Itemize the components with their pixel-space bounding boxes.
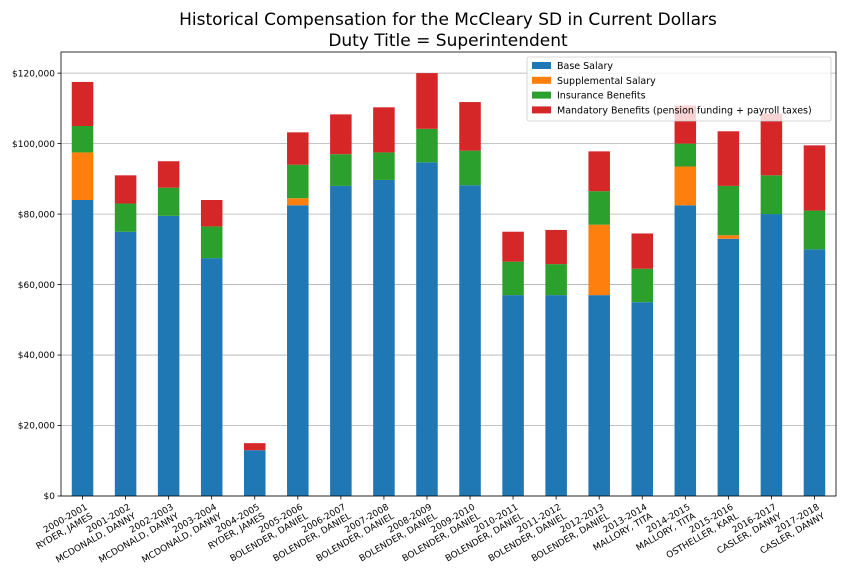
bar-segment — [674, 143, 697, 167]
bar-segment — [674, 166, 697, 206]
bar-segment — [717, 238, 740, 496]
gridlines — [61, 72, 836, 497]
bar-segment — [330, 154, 352, 186]
legend-swatch — [532, 62, 551, 69]
bar-segment — [545, 295, 567, 496]
bar-segment — [200, 258, 223, 496]
bar-segment — [717, 131, 740, 186]
bar-segment — [459, 185, 481, 496]
legend-box — [526, 56, 832, 122]
legend: Base Salary Supplemental Salary Insurance … — [526, 56, 832, 122]
bar-segment — [373, 152, 395, 180]
chart-title-line-1: Historical Compensation for the McCleary… — [179, 10, 717, 30]
bar-segment — [114, 231, 137, 496]
axes — [60, 51, 837, 497]
bar-segment — [545, 264, 567, 296]
bar-segment — [803, 210, 826, 250]
bar-segment — [502, 261, 524, 296]
bar-segment — [71, 200, 94, 496]
bar-segment — [760, 113, 783, 176]
bar-segment — [631, 268, 654, 303]
bar-segment — [631, 302, 654, 496]
y-axis-ticks: $0 $20,000 $40,000 $60,000 $80,000 $100,000 $1… — [12, 69, 61, 502]
plot-frame — [60, 51, 837, 497]
bar-segment — [157, 187, 180, 216]
chart-title-line-2: Duty Title = Superintendent — [328, 31, 568, 51]
bar-segment — [157, 215, 180, 496]
bar-segment — [588, 295, 610, 496]
bar-segment — [114, 175, 137, 204]
bar-segment — [243, 443, 266, 451]
bar-segment — [416, 73, 438, 129]
bar-segment — [631, 233, 654, 269]
bar-segment — [502, 231, 524, 262]
bar-segment — [373, 179, 395, 496]
legend-swatch — [532, 76, 551, 84]
bar-segment — [459, 102, 481, 151]
bar-segment — [803, 249, 826, 496]
bar-segment — [287, 164, 309, 199]
bar-segment — [760, 214, 783, 496]
bar-segment — [71, 81, 94, 126]
bar-segment — [717, 235, 740, 239]
bar-segment — [588, 191, 610, 225]
bar-segment — [330, 185, 352, 496]
y-tick-label: $20,000 — [18, 422, 55, 432]
bar-segment — [200, 200, 223, 227]
y-tick-label: $100,000 — [12, 140, 55, 150]
bar-segment — [373, 107, 395, 153]
bar-segment — [803, 145, 826, 211]
bar-segment — [760, 175, 783, 215]
bar-segment — [545, 229, 567, 265]
legend-label: Insurance Benefits — [557, 91, 646, 102]
bar-segment — [287, 198, 309, 206]
bar-segment — [71, 126, 94, 153]
bar-segment — [717, 185, 740, 236]
bar-segment — [588, 224, 610, 296]
y-tick-label: $40,000 — [18, 351, 55, 361]
bar-segment — [416, 128, 438, 163]
y-tick-label: $80,000 — [18, 210, 55, 220]
bar-segment — [330, 114, 352, 155]
bar-segment — [416, 162, 438, 497]
bar-segment — [674, 205, 697, 497]
bar-segment — [157, 161, 180, 188]
y-tick-label: $60,000 — [18, 281, 55, 291]
bar-segment — [459, 150, 481, 186]
y-tick-label: $0 — [44, 492, 56, 502]
legend-label: Base Salary — [557, 61, 613, 72]
legend-swatch — [532, 91, 551, 99]
bar-segment — [287, 132, 309, 165]
bar-segment — [114, 203, 137, 232]
legend-swatch — [532, 106, 551, 114]
bar-segment — [71, 152, 94, 200]
bar-segment — [200, 226, 223, 259]
bar-segment — [502, 295, 524, 496]
legend-label: Mandatory Benefits (pension funding + pa… — [557, 105, 812, 116]
bar-segment — [243, 450, 266, 496]
legend-label: Supplemental Salary — [557, 76, 656, 87]
bar-segment — [287, 205, 309, 497]
y-tick-label: $120,000 — [12, 69, 55, 79]
bar-segment — [588, 151, 610, 192]
